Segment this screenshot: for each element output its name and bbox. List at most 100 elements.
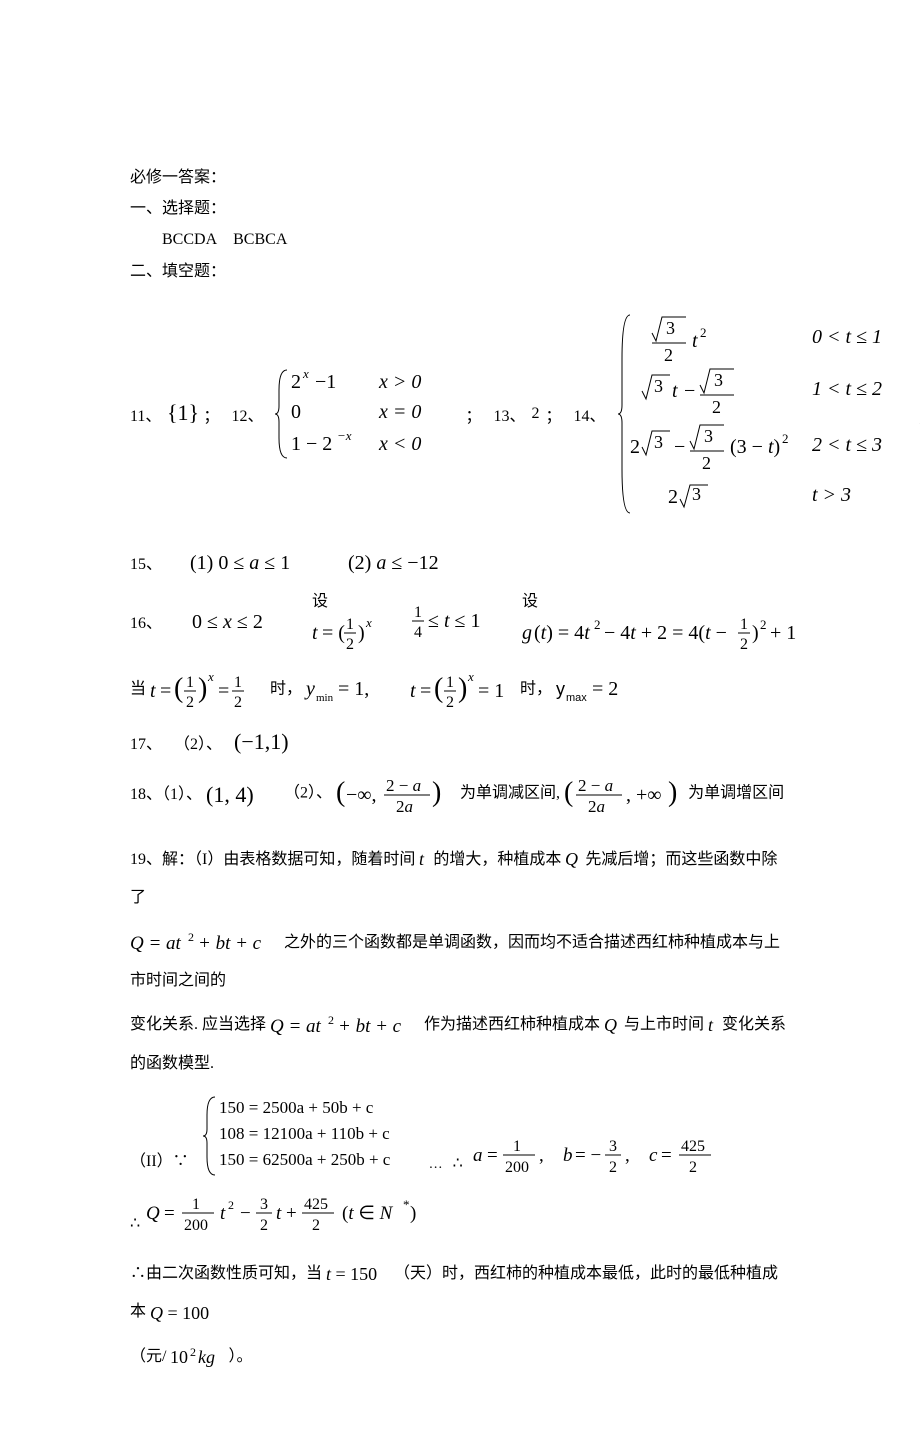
svg-text:x: x bbox=[467, 669, 474, 684]
svg-text:): ) bbox=[668, 777, 677, 808]
q19-line1: 19、解：（I）由表格数据可知，随着时间 t 的增大，种植成本 Q 先减后增；而… bbox=[130, 841, 790, 918]
svg-text:2: 2 bbox=[740, 636, 748, 653]
svg-text:2: 2 bbox=[346, 636, 354, 653]
svg-text:2: 2 bbox=[260, 1217, 268, 1234]
svg-text:+ bt + c: + bt + c bbox=[198, 933, 262, 954]
svg-text:=: = bbox=[218, 680, 229, 702]
svg-text:): ) bbox=[358, 622, 365, 644]
q13-punc: ； bbox=[545, 402, 561, 426]
svg-text:1: 1 bbox=[446, 674, 454, 691]
svg-text:1 − 2: 1 − 2 bbox=[291, 433, 332, 455]
svg-text:1: 1 bbox=[234, 674, 242, 691]
q19-quad2: Q = at 2 + bt + c bbox=[270, 1014, 420, 1038]
svg-text:, +∞: , +∞ bbox=[626, 784, 662, 806]
svg-text:Q = at: Q = at bbox=[130, 933, 182, 954]
svg-text:2: 2 bbox=[312, 1217, 320, 1234]
q18: 18、（1）、 (1, 4) （2）、 ( −∞, 2 − a 2a ) 为单调… bbox=[130, 769, 790, 819]
svg-text:2: 2 bbox=[446, 694, 454, 711]
svg-text:200: 200 bbox=[505, 1159, 529, 1176]
svg-text:3: 3 bbox=[260, 1196, 268, 1213]
svg-text:3: 3 bbox=[609, 1138, 617, 1155]
q11-punc: ； bbox=[203, 402, 219, 426]
svg-text:2: 2 bbox=[234, 694, 242, 711]
svg-text:Q = at: Q = at bbox=[270, 1016, 322, 1037]
svg-text:= −: = − bbox=[575, 1145, 601, 1166]
fill-blank-row: 11、 {1} ； 12、 2 x −1 x > 0 0 x = 0 1 − 2… bbox=[130, 309, 790, 519]
svg-text:,: , bbox=[539, 1145, 544, 1166]
svg-text:y: y bbox=[304, 678, 315, 700]
svg-text:c: c bbox=[649, 1145, 658, 1166]
svg-text:2: 2 bbox=[594, 617, 601, 632]
svg-text:425: 425 bbox=[681, 1138, 705, 1155]
q16-t-range: 1 4 ≤ t ≤ 1 bbox=[412, 599, 492, 643]
q16-g: g (t) = 4t 2 − 4t + 2 = 4(t − 1 2 ) 2 + … bbox=[522, 611, 812, 655]
q19-Q-eq: Q = 1 200 t 2 − 3 2 t + 425 2 (t ∈ N * ) bbox=[146, 1189, 456, 1237]
svg-text:max: max bbox=[566, 692, 587, 704]
q16-domain: 0 ≤ x ≤ 2 bbox=[192, 608, 282, 634]
svg-text:10: 10 bbox=[170, 1347, 188, 1367]
svg-text:+: + bbox=[286, 1203, 297, 1224]
q19-Q100: Q = 100 bbox=[150, 1303, 222, 1323]
svg-text:3: 3 bbox=[654, 376, 663, 396]
svg-text:2: 2 bbox=[702, 453, 711, 473]
q16-let1: 设 t = ( 1 2 ) x bbox=[312, 587, 382, 655]
svg-text:(t ∈ N: (t ∈ N bbox=[342, 1203, 394, 1224]
svg-text:): ) bbox=[410, 1203, 416, 1224]
svg-text:=: = bbox=[160, 680, 171, 702]
svg-text:1: 1 bbox=[186, 674, 194, 691]
svg-text:x = 0: x = 0 bbox=[378, 401, 421, 423]
var-t2: t bbox=[708, 1017, 718, 1035]
q19-line2: Q = at 2 + bt + c 之外的三个函数都是单调函数，因而均不适合描述… bbox=[130, 924, 790, 1001]
q13-ans: 2 bbox=[531, 405, 539, 423]
svg-text:150 = 2500a + 50b + c: 150 = 2500a + 50b + c bbox=[219, 1098, 374, 1117]
svg-text:2: 2 bbox=[689, 1159, 697, 1176]
q19-unit: （元/ 102kg ）。 bbox=[130, 1338, 790, 1376]
svg-text:2: 2 bbox=[188, 930, 194, 944]
q16-ymin: y min = 1, bbox=[306, 677, 386, 703]
q19-system: （II）∵ 150 = 2500a + 50b + c 108 = 12100a… bbox=[130, 1093, 790, 1179]
svg-text:t > 3: t > 3 bbox=[812, 484, 851, 506]
svg-text:2: 2 bbox=[782, 431, 789, 446]
q16-number: 16、 bbox=[130, 609, 162, 633]
q17: 17、 （2）、 (−1,1) bbox=[130, 729, 790, 755]
q19-dots: … bbox=[429, 1157, 443, 1173]
var-t: t bbox=[419, 851, 429, 869]
svg-text:−: − bbox=[674, 436, 685, 458]
svg-text:2: 2 bbox=[291, 371, 301, 393]
svg-text:): ) bbox=[458, 673, 467, 704]
svg-text:(3 − t): (3 − t) bbox=[730, 436, 780, 458]
svg-text:Q: Q bbox=[565, 849, 578, 869]
svg-text:): ) bbox=[198, 673, 207, 704]
svg-text:a: a bbox=[473, 1145, 483, 1166]
section-1-title: 一、选择题： bbox=[130, 195, 790, 222]
svg-text:−∞,: −∞, bbox=[346, 784, 377, 806]
svg-text:2a: 2a bbox=[588, 797, 605, 816]
svg-text:= 2: = 2 bbox=[592, 678, 618, 700]
svg-text:2 − a: 2 − a bbox=[578, 776, 613, 795]
svg-text:3: 3 bbox=[704, 426, 713, 446]
svg-text:=: = bbox=[661, 1145, 672, 1166]
svg-text:,: , bbox=[625, 1145, 630, 1166]
var-Q2: Q bbox=[604, 1017, 620, 1035]
q12-punc: ； bbox=[465, 402, 481, 426]
svg-text:200: 200 bbox=[184, 1217, 208, 1234]
svg-text:Q: Q bbox=[146, 1203, 160, 1224]
q19-10sq-kg: 102kg bbox=[170, 1346, 224, 1368]
svg-text:t: t bbox=[220, 1203, 226, 1224]
svg-text:t: t bbox=[410, 680, 416, 702]
q11: 11、 {1} ； bbox=[130, 400, 219, 428]
q17-interval: (−1,1) bbox=[234, 729, 294, 755]
svg-text:2a: 2a bbox=[396, 797, 413, 816]
svg-text:3: 3 bbox=[714, 370, 723, 390]
svg-text:): ) bbox=[752, 622, 759, 644]
svg-text:t: t bbox=[150, 680, 156, 702]
q16-line1: 16、 0 ≤ x ≤ 2 设 t = ( 1 2 ) x 1 4 ≤ t ≤ … bbox=[130, 587, 790, 655]
q16-let2: 设 g (t) = 4t 2 − 4t + 2 = 4(t − 1 2 ) 2 … bbox=[522, 587, 812, 655]
svg-text:t = 150: t = 150 bbox=[326, 1264, 377, 1284]
svg-text:2: 2 bbox=[186, 694, 194, 711]
q16-t-eq-half: t = ( 1 2 ) x = 1 2 bbox=[150, 665, 266, 715]
svg-text:t: t bbox=[276, 1203, 282, 1224]
q19-conclusion: ∴由二次函数性质可知，当 t = 150 （天）时，西红柿的种植成本最低，此时的… bbox=[130, 1255, 790, 1332]
q15-part1: (1) 0 ≤ a ≤ 1 bbox=[190, 549, 320, 575]
q14-piecewise: 3 2 t 2 0 < t ≤ 1 3 t − 3 2 1 < t bbox=[612, 309, 912, 519]
